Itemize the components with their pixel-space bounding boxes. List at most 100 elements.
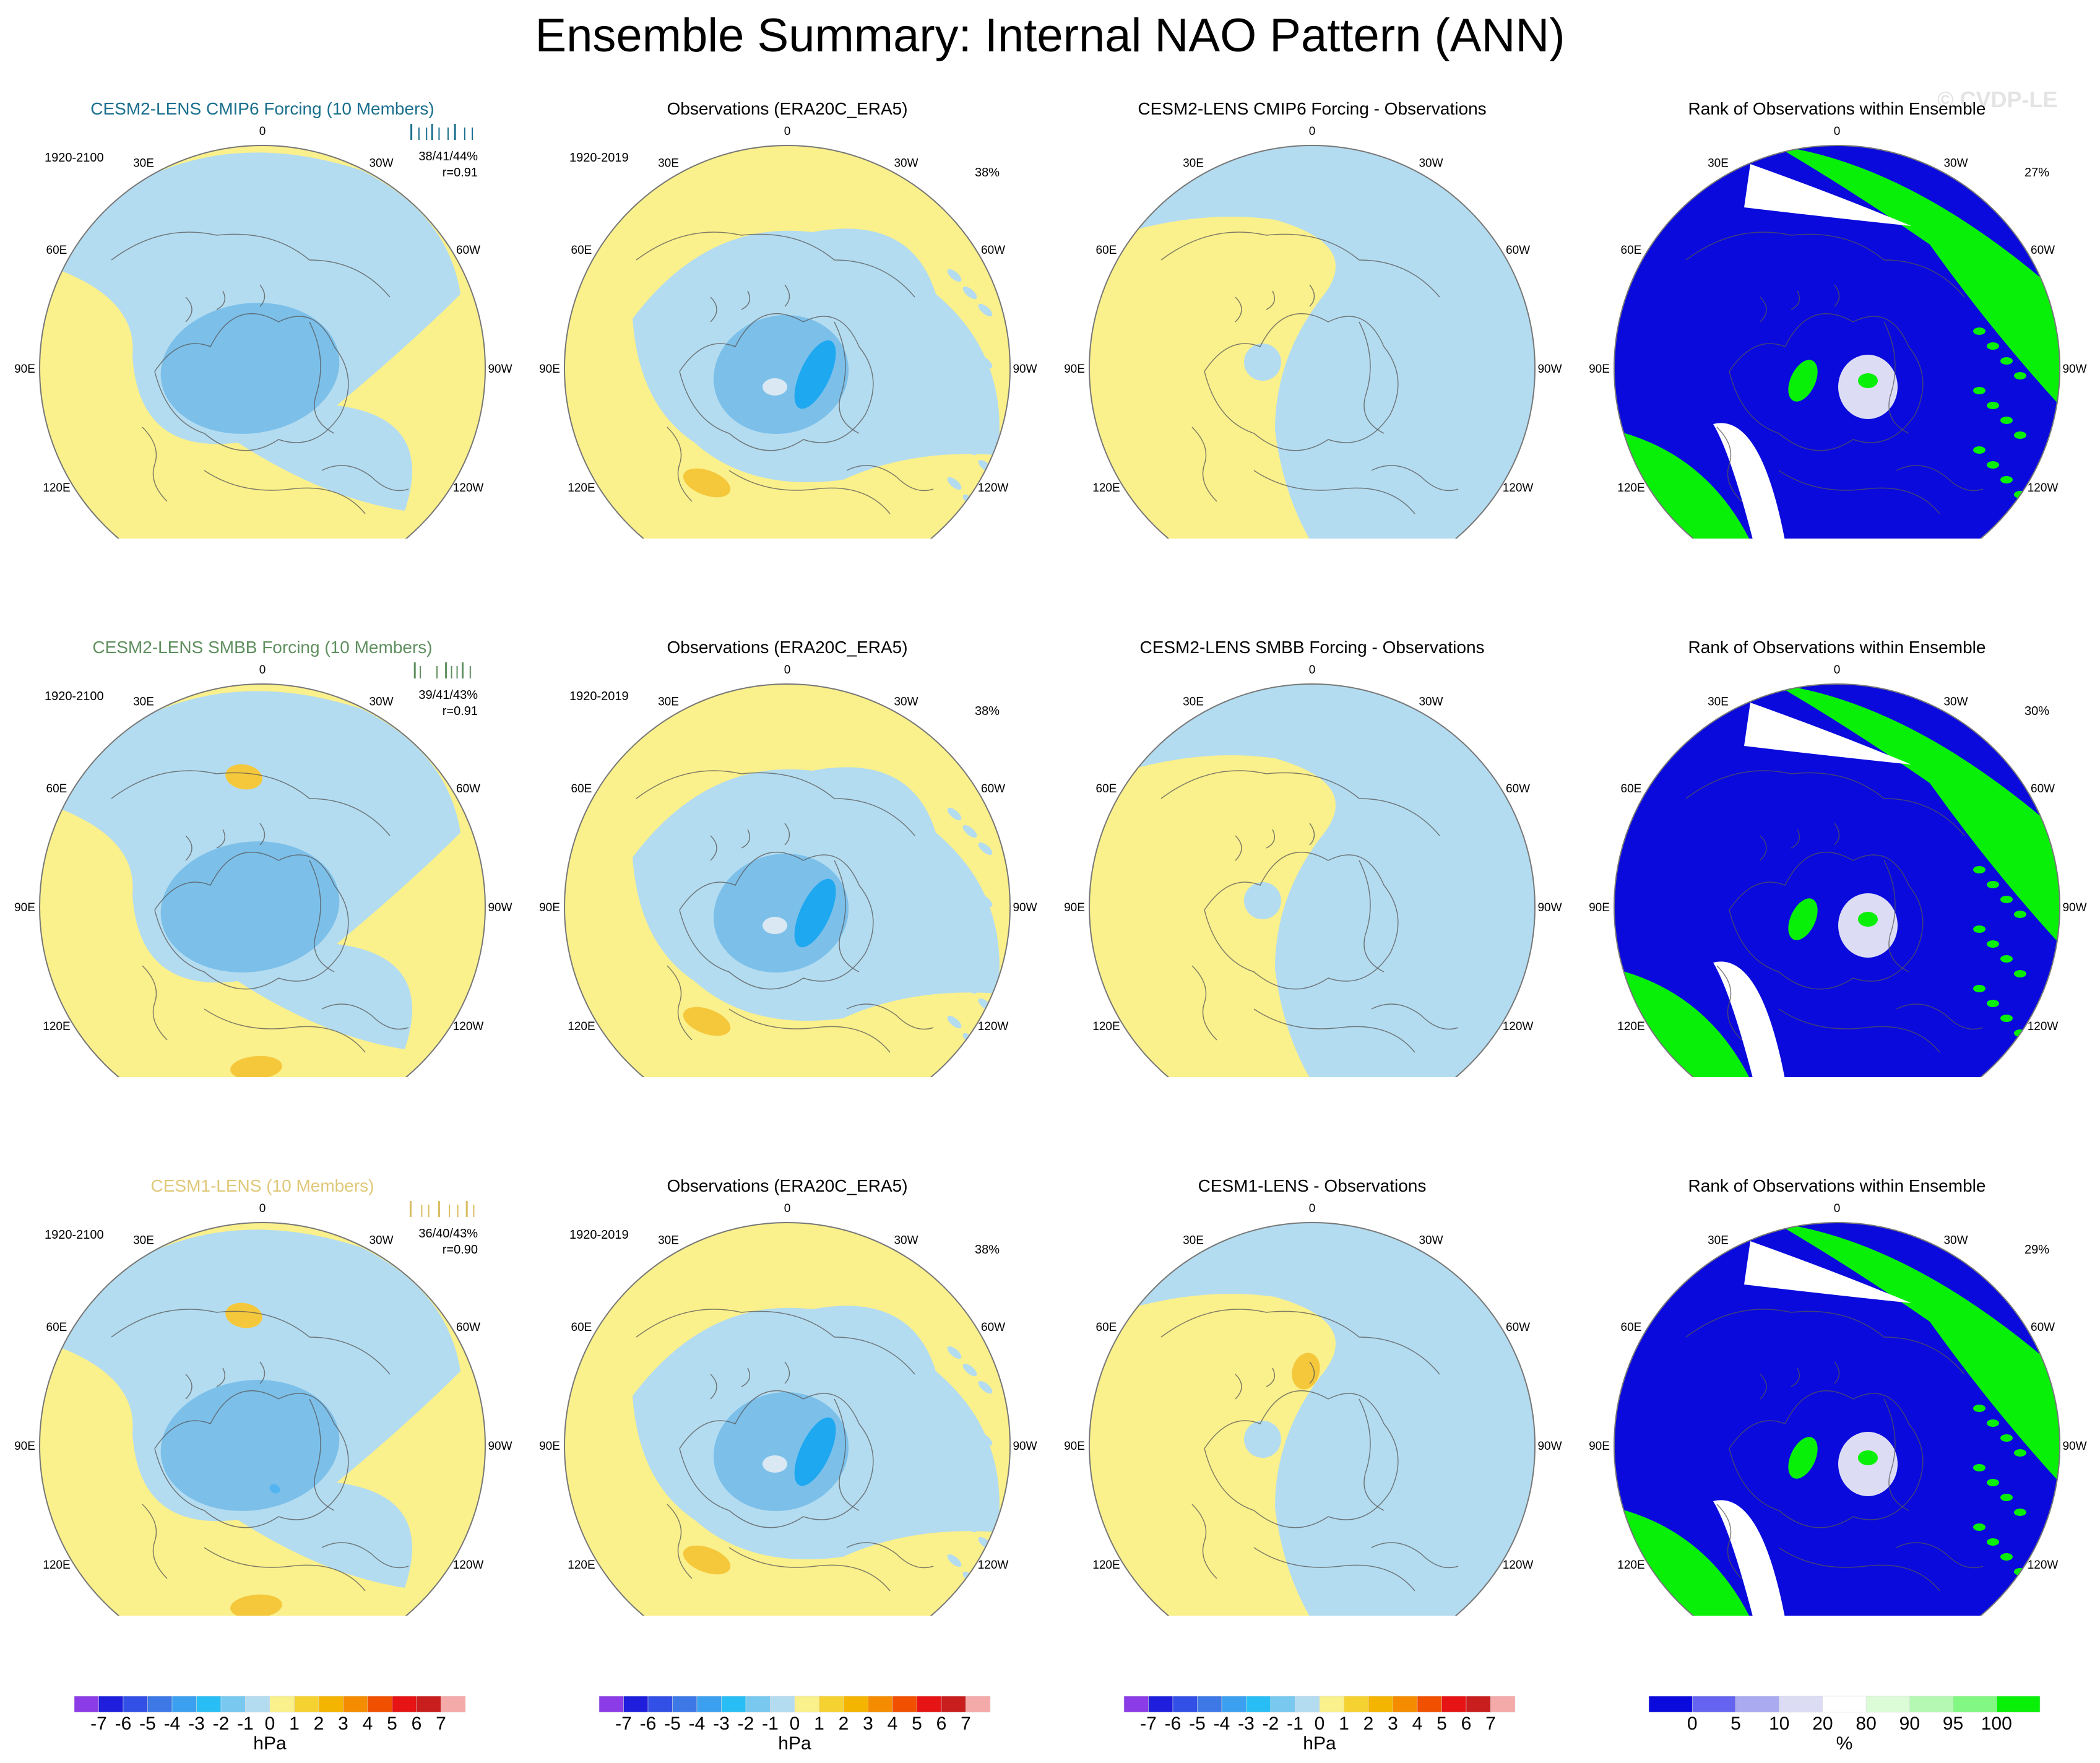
model-stats: 36/40/43% r=0.90 xyxy=(410,1226,478,1258)
longitude-label: 120W xyxy=(2028,1559,2059,1572)
coastline xyxy=(679,313,874,451)
speckle xyxy=(947,321,962,334)
longitude-label: 120E xyxy=(1092,1559,1120,1572)
longitude-label: 90W xyxy=(1013,1440,1037,1453)
speckle xyxy=(962,286,977,300)
longitude-label: 30W xyxy=(1943,157,1968,170)
speckle xyxy=(978,946,993,959)
longitude-label: 120E xyxy=(1617,482,1644,495)
coastline xyxy=(728,1547,891,1592)
longitude-label: 30E xyxy=(1183,695,1204,708)
colorbar-swatch xyxy=(171,1696,197,1713)
coastline xyxy=(679,851,874,990)
neutral-band xyxy=(1713,1500,1787,1616)
positive-center xyxy=(225,764,262,790)
model-polar-map: 180150E120E90E60E30E030W60W90W120W150W xyxy=(14,1202,512,1616)
longitude-label: 90W xyxy=(488,1440,512,1453)
neutral-band xyxy=(1713,961,1787,1077)
longitude-label: 0 xyxy=(784,664,791,677)
positive-center xyxy=(683,1545,731,1575)
coastline xyxy=(728,470,891,514)
colorbar-tick-label: -6 xyxy=(1164,1713,1182,1734)
coastline xyxy=(1883,1398,1909,1511)
longitude-label: 120W xyxy=(1503,1559,1534,1572)
coastline xyxy=(1883,860,1909,972)
speckle xyxy=(2014,1509,2026,1516)
coastline xyxy=(1204,851,1399,990)
longitude-label: 30W xyxy=(1943,695,1968,708)
colorbar-swatches xyxy=(1123,1696,1516,1713)
longitude-label: 120E xyxy=(568,1559,595,1572)
coastline xyxy=(1253,1008,1415,1053)
colorbar-swatch xyxy=(367,1696,392,1713)
colorbar-tick-label: 80 xyxy=(1856,1713,1877,1734)
longitude-label: 30W xyxy=(369,1234,393,1247)
speckle xyxy=(2000,357,2013,365)
speckle xyxy=(947,1015,962,1029)
coastline xyxy=(185,284,266,323)
negative-peak xyxy=(794,340,836,409)
colorbar-swatch xyxy=(647,1696,673,1713)
speckle xyxy=(947,269,962,282)
variance-percent: 30% xyxy=(2024,704,2050,718)
negative-lake xyxy=(1244,344,1281,381)
map-boundary xyxy=(1614,145,2060,539)
speckle xyxy=(2014,431,2026,439)
coastline xyxy=(834,321,860,434)
longitude-label: 90E xyxy=(1064,1440,1085,1453)
longitude-label: 30W xyxy=(369,695,393,708)
colorbar-swatch xyxy=(598,1696,624,1713)
coastline xyxy=(1778,470,1940,514)
longitude-label: 30W xyxy=(894,157,918,170)
longitude-label: 90W xyxy=(1537,1440,1562,1453)
colorbar-tick-label: 100 xyxy=(1981,1713,2012,1734)
colorbar-tick-label: -1 xyxy=(762,1713,779,1734)
variance-percent: 38% xyxy=(975,704,1000,718)
longitude-label: 0 xyxy=(259,1202,266,1215)
speckle xyxy=(978,1432,993,1446)
colorbar-swatch xyxy=(1466,1696,1491,1713)
colorbar-tick-label: 7 xyxy=(1485,1713,1496,1734)
speckle xyxy=(962,825,977,838)
speckle xyxy=(978,1380,993,1394)
period-label: 1920-2100 xyxy=(45,151,104,165)
colorbar-tick-label: 0 xyxy=(264,1713,275,1734)
coastline xyxy=(667,1504,693,1579)
coastline xyxy=(1729,313,1924,451)
speckle xyxy=(2000,1434,2013,1442)
longitude-label: 60W xyxy=(981,1321,1005,1334)
coastline xyxy=(1716,1504,1742,1579)
longitude-label: 30W xyxy=(894,695,918,708)
coastline xyxy=(1760,284,1840,323)
colorbar-tick-label: 90 xyxy=(1899,1713,1921,1734)
colorbar-colorbar_hpa: -7 -6 -5 -4 -3 -2 -1 0 1 2 3 4 5 6 7 hPa xyxy=(1050,1695,1575,1763)
longitude-label: 0 xyxy=(1834,125,1841,138)
coastline xyxy=(636,1309,915,1375)
longitude-label: 60W xyxy=(1506,782,1530,795)
longitude-label: 90E xyxy=(1064,363,1085,376)
period-label: 1920-2019 xyxy=(569,1228,629,1242)
colorbar-tick-label: -5 xyxy=(664,1713,681,1734)
colorbar-swatch xyxy=(892,1696,917,1713)
longitude-label: 120W xyxy=(978,482,1009,495)
speckle xyxy=(1987,1000,1999,1007)
speckle xyxy=(962,442,977,456)
colorbar-tick-label: -7 xyxy=(1140,1713,1157,1734)
member-tick-strip xyxy=(410,124,473,140)
colorbar-swatches xyxy=(598,1696,991,1713)
speckle xyxy=(962,981,977,994)
longitude-label: 60E xyxy=(1096,1321,1117,1334)
model-panel-title: CESM1-LENS (10 Members) xyxy=(150,1176,374,1195)
map-boundary xyxy=(1089,683,1536,1077)
longitude-label: 60W xyxy=(456,244,480,257)
colorbar-swatch xyxy=(1123,1696,1149,1713)
longitude-label: 90E xyxy=(539,1440,560,1453)
speckle xyxy=(962,877,977,890)
speckle xyxy=(2014,911,2026,918)
longitude-label: 30W xyxy=(1419,157,1443,170)
coastline xyxy=(154,313,349,451)
panel-obs: 180150E120E90E60E30E030W60W90W120W150WOb… xyxy=(525,1077,1050,1616)
negative-lake xyxy=(1244,882,1281,919)
longitude-label: 60E xyxy=(46,244,67,257)
colorbar-tick-label: 2 xyxy=(1363,1713,1374,1734)
